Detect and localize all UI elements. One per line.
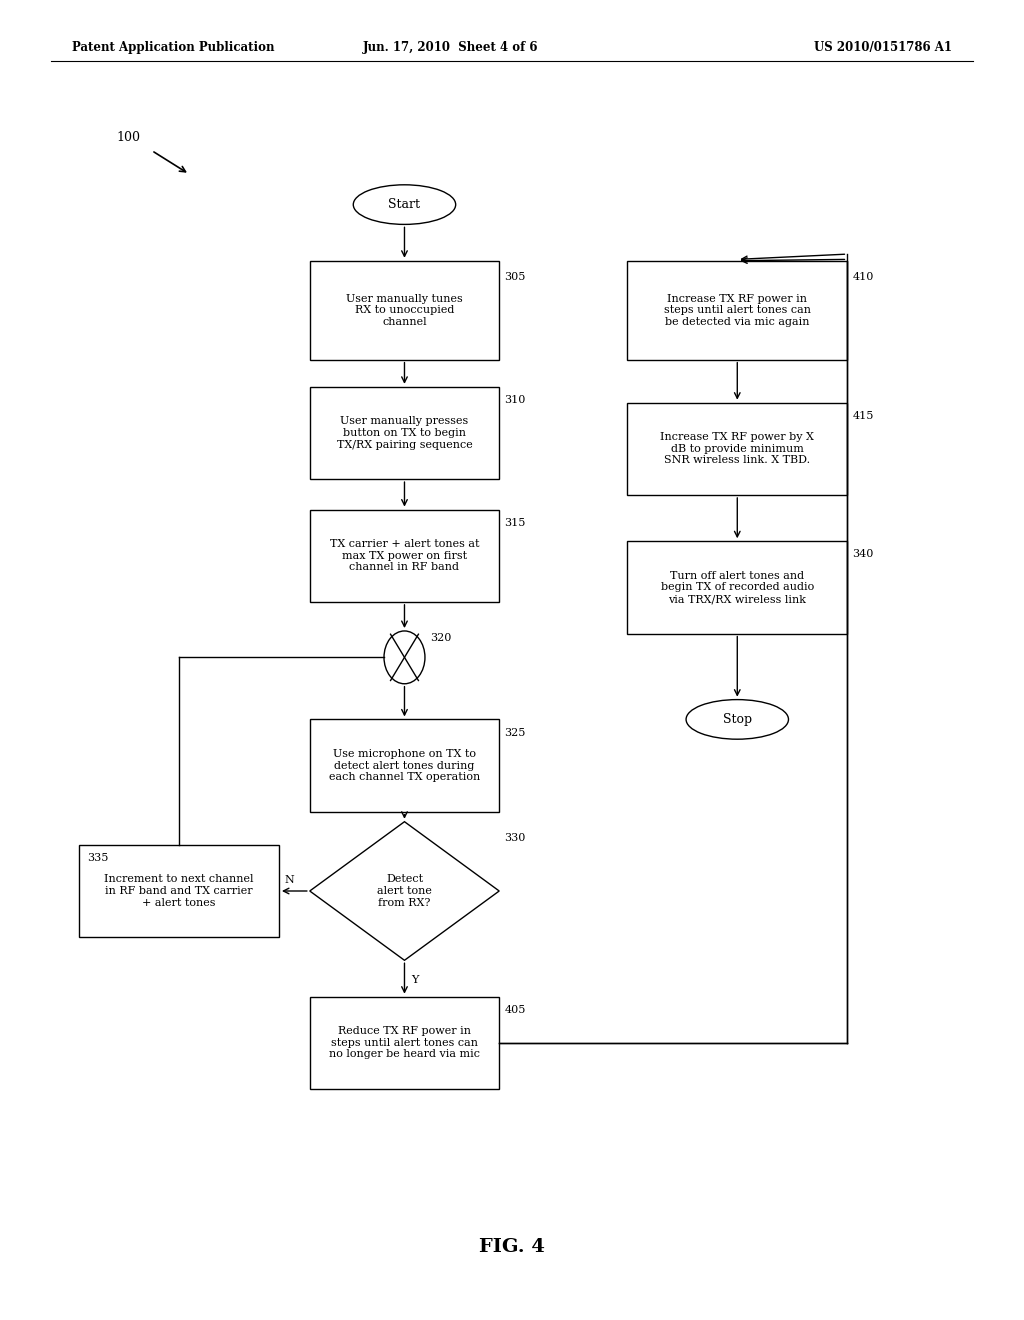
Text: 410: 410: [852, 272, 873, 281]
Text: Y: Y: [411, 975, 419, 985]
Text: TX carrier + alert tones at
max TX power on first
channel in RF band: TX carrier + alert tones at max TX power…: [330, 539, 479, 573]
FancyBboxPatch shape: [627, 403, 847, 495]
Text: Use microphone on TX to
detect alert tones during
each channel TX operation: Use microphone on TX to detect alert ton…: [329, 748, 480, 783]
Text: 100: 100: [116, 131, 140, 144]
FancyBboxPatch shape: [309, 719, 500, 812]
Ellipse shape: [686, 700, 788, 739]
Text: Stop: Stop: [723, 713, 752, 726]
Text: US 2010/0151786 A1: US 2010/0151786 A1: [814, 41, 952, 54]
FancyBboxPatch shape: [627, 541, 847, 634]
FancyBboxPatch shape: [79, 845, 279, 937]
Text: 310: 310: [505, 395, 525, 405]
Text: 330: 330: [505, 833, 525, 842]
Text: Start: Start: [388, 198, 421, 211]
Text: 325: 325: [505, 727, 525, 738]
Text: 305: 305: [505, 272, 525, 281]
Text: User manually tunes
RX to unoccupied
channel: User manually tunes RX to unoccupied cha…: [346, 293, 463, 327]
Text: 335: 335: [87, 853, 109, 863]
Text: N: N: [285, 875, 294, 886]
Text: Detect
alert tone
from RX?: Detect alert tone from RX?: [377, 874, 432, 908]
Text: Patent Application Publication: Patent Application Publication: [72, 41, 274, 54]
Ellipse shape: [353, 185, 456, 224]
Text: Reduce TX RF power in
steps until alert tones can
no longer be heard via mic: Reduce TX RF power in steps until alert …: [329, 1026, 480, 1060]
Text: Increase TX RF power in
steps until alert tones can
be detected via mic again: Increase TX RF power in steps until aler…: [664, 293, 811, 327]
FancyBboxPatch shape: [627, 261, 847, 359]
Text: 340: 340: [852, 549, 873, 560]
FancyBboxPatch shape: [309, 387, 500, 479]
Circle shape: [384, 631, 425, 684]
Text: Jun. 17, 2010  Sheet 4 of 6: Jun. 17, 2010 Sheet 4 of 6: [362, 41, 539, 54]
FancyBboxPatch shape: [309, 997, 500, 1089]
Polygon shape: [309, 821, 500, 961]
Text: Increase TX RF power by X
dB to provide minimum
SNR wireless link. X TBD.: Increase TX RF power by X dB to provide …: [660, 432, 814, 466]
Text: 320: 320: [430, 632, 452, 643]
FancyBboxPatch shape: [309, 261, 500, 359]
Text: FIG. 4: FIG. 4: [479, 1238, 545, 1257]
Text: 315: 315: [505, 517, 525, 528]
Text: User manually presses
button on TX to begin
TX/RX pairing sequence: User manually presses button on TX to be…: [337, 416, 472, 450]
FancyBboxPatch shape: [309, 510, 500, 602]
Text: Turn off alert tones and
begin TX of recorded audio
via TRX/RX wireless link: Turn off alert tones and begin TX of rec…: [660, 570, 814, 605]
Text: 405: 405: [505, 1005, 525, 1015]
Text: 415: 415: [852, 411, 873, 421]
Text: Increment to next channel
in RF band and TX carrier
+ alert tones: Increment to next channel in RF band and…: [104, 874, 254, 908]
